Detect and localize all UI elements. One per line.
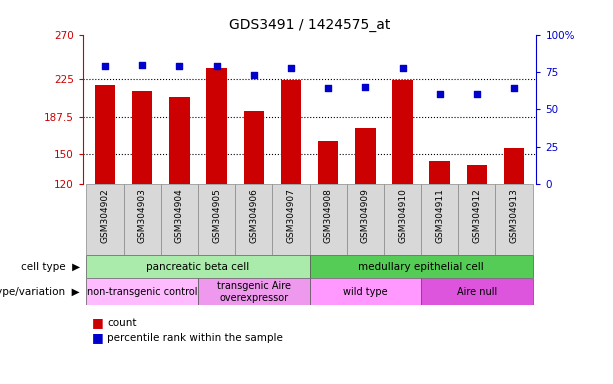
Bar: [86, 255, 310, 278]
Text: ■: ■: [92, 331, 104, 344]
Point: [249, 72, 259, 78]
Bar: [243, 111, 264, 184]
Bar: [384, 184, 421, 255]
Bar: [495, 184, 533, 255]
Text: transgenic Aire
overexpressor: transgenic Aire overexpressor: [217, 281, 291, 303]
Text: medullary epithelial cell: medullary epithelial cell: [358, 262, 484, 272]
Point: [286, 65, 296, 71]
Text: GSM304904: GSM304904: [175, 188, 184, 243]
Bar: [161, 184, 198, 255]
Bar: [459, 184, 495, 255]
Bar: [235, 184, 272, 255]
Bar: [504, 148, 524, 184]
Bar: [392, 81, 413, 184]
Bar: [86, 184, 124, 255]
Text: percentile rank within the sample: percentile rank within the sample: [107, 333, 283, 343]
Text: wild type: wild type: [343, 287, 387, 297]
Point: [398, 65, 408, 71]
Bar: [124, 184, 161, 255]
Bar: [355, 128, 376, 184]
Bar: [347, 184, 384, 255]
Text: pancreatic beta cell: pancreatic beta cell: [147, 262, 249, 272]
Point: [435, 91, 444, 98]
Text: GSM304911: GSM304911: [435, 188, 444, 243]
Point: [100, 63, 110, 69]
Bar: [95, 86, 115, 184]
Text: GSM304907: GSM304907: [286, 188, 295, 243]
Bar: [132, 91, 153, 184]
Point: [323, 85, 333, 91]
Bar: [310, 184, 347, 255]
Text: GSM304910: GSM304910: [398, 188, 407, 243]
Text: cell type  ▶: cell type ▶: [21, 262, 80, 272]
Bar: [466, 166, 487, 184]
Text: GSM304913: GSM304913: [509, 188, 519, 243]
Text: GSM304903: GSM304903: [138, 188, 147, 243]
Bar: [272, 184, 310, 255]
Point: [211, 63, 221, 69]
Text: GSM304908: GSM304908: [324, 188, 333, 243]
Text: count: count: [107, 318, 137, 328]
Bar: [169, 98, 189, 184]
Title: GDS3491 / 1424575_at: GDS3491 / 1424575_at: [229, 18, 390, 32]
Bar: [198, 184, 235, 255]
Text: non-transgenic control: non-transgenic control: [87, 287, 197, 297]
Text: ■: ■: [92, 316, 104, 329]
Point: [137, 61, 147, 68]
Bar: [430, 161, 450, 184]
Point: [175, 63, 185, 69]
Bar: [421, 184, 459, 255]
Bar: [281, 81, 301, 184]
Text: Aire null: Aire null: [457, 287, 497, 297]
Text: genotype/variation  ▶: genotype/variation ▶: [0, 287, 80, 297]
Text: GSM304905: GSM304905: [212, 188, 221, 243]
Bar: [86, 278, 198, 305]
Text: GSM304902: GSM304902: [101, 188, 110, 243]
Bar: [421, 278, 533, 305]
Point: [360, 84, 370, 90]
Point: [509, 85, 519, 91]
Bar: [318, 141, 338, 184]
Text: GSM304906: GSM304906: [249, 188, 258, 243]
Bar: [310, 255, 533, 278]
Bar: [198, 278, 310, 305]
Point: [472, 91, 482, 98]
Text: GSM304909: GSM304909: [361, 188, 370, 243]
Text: GSM304912: GSM304912: [473, 188, 481, 243]
Bar: [207, 68, 227, 184]
Bar: [310, 278, 421, 305]
